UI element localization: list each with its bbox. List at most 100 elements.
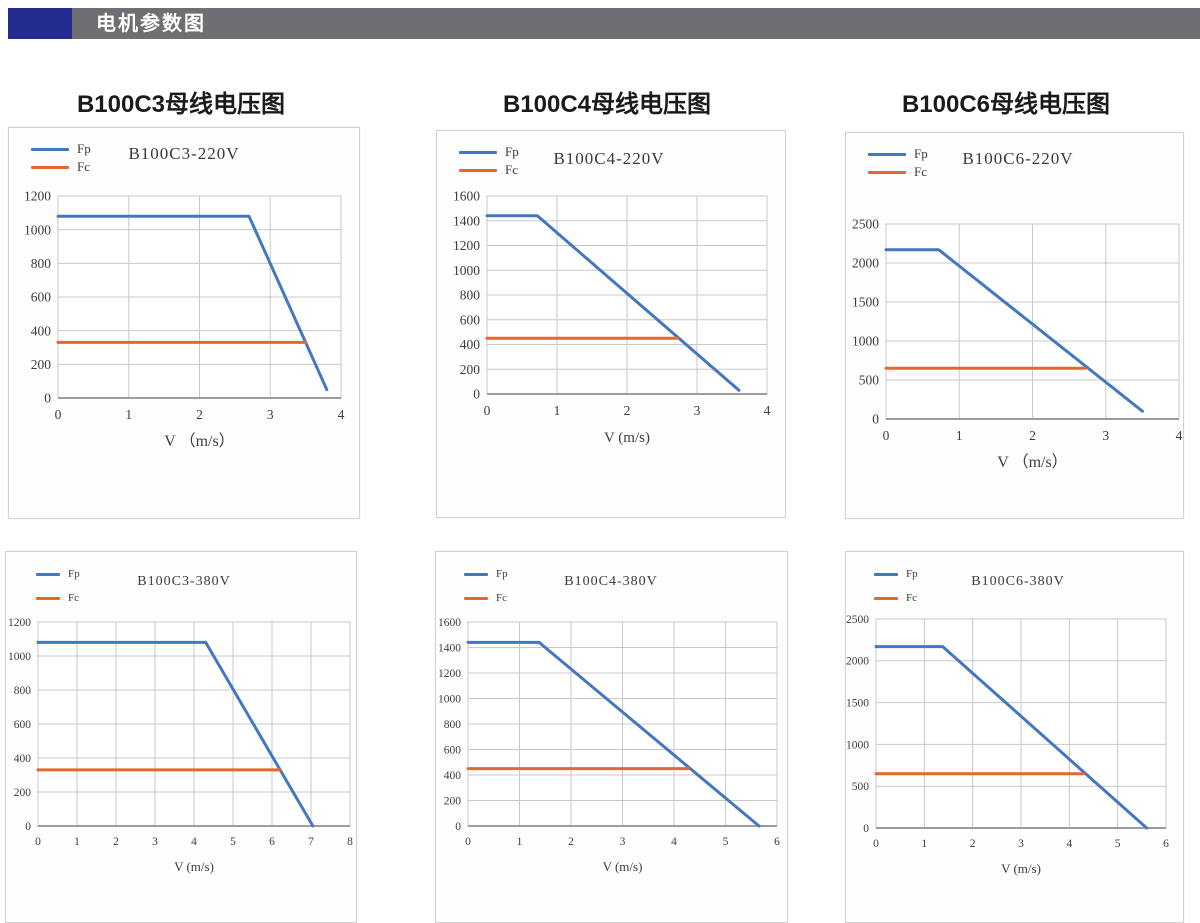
svg-text:500: 500 bbox=[859, 373, 880, 388]
chart-legend: Fp Fc bbox=[868, 146, 928, 181]
legend-label-fc: Fc bbox=[496, 591, 507, 604]
svg-text:4: 4 bbox=[1176, 428, 1183, 443]
legend-label-fc: Fc bbox=[68, 591, 79, 604]
svg-text:400: 400 bbox=[14, 753, 32, 765]
svg-text:1000: 1000 bbox=[8, 651, 31, 663]
svg-text:8: 8 bbox=[347, 836, 353, 848]
page-title: 电机参数图 bbox=[96, 12, 206, 35]
chart-title: B100C4-380V bbox=[564, 574, 658, 589]
svg-text:1500: 1500 bbox=[852, 295, 879, 310]
svg-text:600: 600 bbox=[444, 744, 462, 756]
svg-text:7: 7 bbox=[308, 836, 314, 848]
plot-svg: 0 200 400 600 800 1000 1200 0 1 2 3 4 5 6 7 8 V (m/s) bbox=[8, 617, 353, 874]
chart-b100c6-220v: Fp Fc B100C6-220V 0 500 1000 1500 2000 2500 0 1… bbox=[845, 132, 1184, 519]
fc-line-swatch bbox=[31, 165, 69, 169]
column-title-b100c4: B100C4母线电压图 bbox=[502, 91, 712, 118]
svg-text:2: 2 bbox=[196, 407, 203, 422]
svg-text:3: 3 bbox=[620, 836, 626, 848]
svg-text:800: 800 bbox=[14, 685, 32, 697]
svg-text:200: 200 bbox=[460, 362, 481, 377]
svg-text:1000: 1000 bbox=[453, 263, 480, 278]
svg-text:0: 0 bbox=[473, 387, 480, 402]
svg-text:0: 0 bbox=[872, 412, 879, 427]
legend-row-fc: Fc bbox=[464, 592, 508, 606]
svg-text:2: 2 bbox=[624, 403, 631, 418]
legend-row-fc: Fc bbox=[874, 592, 918, 606]
fp-line-swatch bbox=[464, 573, 488, 577]
plot-svg: 0 500 1000 1500 2000 2500 0 1 2 3 4 5 6 V (m/s) bbox=[846, 614, 1169, 876]
fc-line-swatch bbox=[464, 597, 488, 601]
fp-line-swatch bbox=[874, 573, 898, 577]
legend-label-fc: Fc bbox=[914, 164, 927, 180]
svg-text:4: 4 bbox=[1066, 838, 1072, 850]
legend-row-fp: Fp bbox=[874, 568, 918, 582]
svg-text:2500: 2500 bbox=[852, 217, 879, 232]
svg-text:1400: 1400 bbox=[453, 213, 480, 228]
plot-svg: 0 200 400 600 800 1000 1200 0 1 2 3 4 V （m/s） bbox=[24, 189, 345, 450]
svg-text:3: 3 bbox=[694, 403, 701, 418]
svg-text:1600: 1600 bbox=[453, 189, 480, 204]
chart-title: B100C3-380V bbox=[137, 574, 231, 589]
chart-legend: Fp Fc bbox=[36, 568, 80, 606]
legend-label-fp: Fp bbox=[68, 568, 80, 580]
chart-legend: Fp Fc bbox=[31, 141, 91, 176]
chart-b100c4-380v: Fp Fc B100C4-380V 0 200 400 600 800 1000 1200 1… bbox=[435, 551, 788, 923]
chart-title: B100C3-220V bbox=[128, 144, 240, 163]
chart-legend: Fp Fc bbox=[459, 144, 519, 179]
legend-label-fc: Fc bbox=[906, 591, 917, 604]
svg-text:1400: 1400 bbox=[438, 642, 461, 654]
plot-svg: 0 200 400 600 800 1000 1200 1400 1600 0 1 2 3 4 5 6 V (m… bbox=[438, 617, 780, 874]
legend-row-fp: Fp bbox=[868, 146, 928, 162]
svg-text:600: 600 bbox=[460, 312, 481, 327]
fp-line-swatch bbox=[36, 573, 60, 577]
svg-text:V (m/s): V (m/s) bbox=[603, 859, 643, 874]
svg-text:2: 2 bbox=[1029, 428, 1036, 443]
svg-text:3: 3 bbox=[267, 407, 274, 422]
svg-text:1: 1 bbox=[517, 836, 523, 848]
svg-text:400: 400 bbox=[444, 770, 462, 782]
svg-text:500: 500 bbox=[852, 781, 870, 793]
svg-text:1200: 1200 bbox=[24, 189, 51, 204]
svg-text:1: 1 bbox=[74, 836, 80, 848]
fp-line-swatch bbox=[459, 150, 497, 154]
svg-text:2: 2 bbox=[113, 836, 119, 848]
svg-text:0: 0 bbox=[44, 391, 51, 406]
svg-text:6: 6 bbox=[269, 836, 275, 848]
svg-text:0: 0 bbox=[55, 407, 62, 422]
svg-text:4: 4 bbox=[671, 836, 677, 848]
legend-label-fp: Fp bbox=[914, 146, 928, 161]
svg-text:4: 4 bbox=[338, 407, 345, 422]
svg-text:2: 2 bbox=[970, 838, 976, 850]
fp-line-swatch bbox=[31, 147, 69, 151]
svg-text:V (m/s): V (m/s) bbox=[604, 430, 650, 446]
svg-text:200: 200 bbox=[14, 787, 32, 799]
legend-label-fp: Fp bbox=[77, 141, 91, 156]
svg-text:1000: 1000 bbox=[438, 693, 461, 705]
chart-title: B100C6-380V bbox=[971, 574, 1065, 589]
svg-text:V (m/s): V (m/s) bbox=[1001, 861, 1041, 876]
legend-label-fc: Fc bbox=[77, 159, 90, 175]
svg-text:800: 800 bbox=[460, 288, 481, 303]
section-header: 电机参数图 bbox=[8, 8, 1200, 39]
svg-text:0: 0 bbox=[25, 821, 31, 833]
chart-b100c4-220v: Fp Fc B100C4-220V 0 200 400 600 800 1000 1200 1… bbox=[436, 130, 786, 518]
svg-text:1: 1 bbox=[956, 428, 963, 443]
svg-text:4: 4 bbox=[764, 403, 771, 418]
svg-text:800: 800 bbox=[444, 719, 462, 731]
svg-text:400: 400 bbox=[460, 337, 481, 352]
fc-line-swatch bbox=[868, 170, 906, 174]
svg-text:1000: 1000 bbox=[846, 739, 869, 751]
svg-text:600: 600 bbox=[31, 290, 52, 305]
plot-svg: 0 500 1000 1500 2000 2500 0 1 2 3 4 V （m/s） bbox=[852, 217, 1183, 471]
svg-text:1000: 1000 bbox=[852, 334, 879, 349]
svg-text:1: 1 bbox=[125, 407, 132, 422]
chart-title: B100C6-220V bbox=[962, 149, 1074, 168]
svg-text:V （m/s）: V （m/s） bbox=[164, 432, 234, 450]
svg-text:200: 200 bbox=[444, 795, 462, 807]
svg-text:2500: 2500 bbox=[846, 614, 869, 626]
fc-line-swatch bbox=[874, 597, 898, 601]
svg-text:1600: 1600 bbox=[438, 617, 461, 629]
svg-text:0: 0 bbox=[863, 823, 869, 835]
legend-row-fc: Fc bbox=[459, 162, 519, 178]
svg-text:1: 1 bbox=[554, 403, 561, 418]
